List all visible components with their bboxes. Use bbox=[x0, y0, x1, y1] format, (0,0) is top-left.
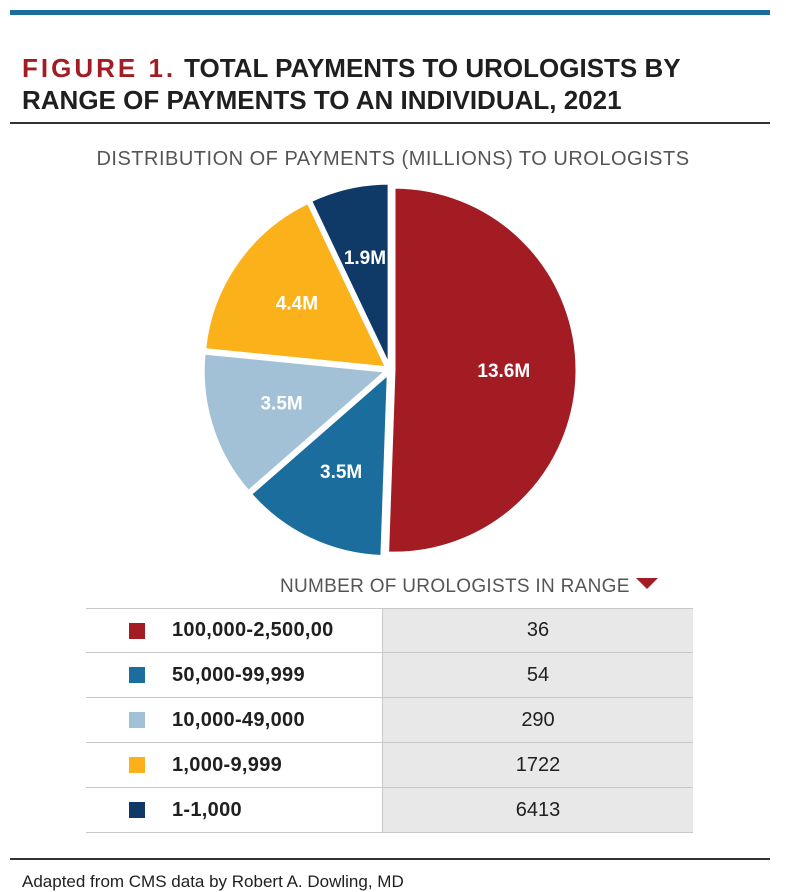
triangle-down-icon bbox=[635, 578, 658, 589]
pie-slice bbox=[386, 185, 579, 555]
count-cell: 36 bbox=[383, 609, 693, 652]
pie-slice bbox=[202, 200, 390, 370]
range-label: 10,000-49,000 bbox=[172, 708, 305, 731]
title-divider bbox=[10, 122, 770, 124]
count-cell: 6413 bbox=[383, 788, 693, 832]
legend-swatch bbox=[129, 802, 145, 818]
footer-divider bbox=[10, 858, 770, 860]
range-cell: 10,000-49,000 bbox=[86, 698, 383, 742]
pie-slice-label: 13.6M bbox=[477, 361, 530, 382]
pie-chart: 13.6M 3.5M 3.5M 4.4M 1.9M bbox=[201, 181, 579, 559]
pie-slice bbox=[201, 351, 390, 494]
table-header: NUMBER OF UROLOGISTS IN RANGE bbox=[280, 576, 680, 598]
figure-title: FIGURE 1. TOTAL PAYMENTS TO UROLOGISTS BY… bbox=[22, 52, 762, 116]
range-label: 1-1,000 bbox=[172, 798, 242, 821]
figure-label: FIGURE 1. bbox=[22, 53, 177, 83]
pie-slice bbox=[308, 181, 391, 367]
table-row: 1,000-9,999 1722 bbox=[86, 743, 693, 788]
count-cell: 54 bbox=[383, 653, 693, 697]
table-row: 50,000-99,999 54 bbox=[86, 653, 693, 698]
source-note: Adapted from CMS data by Robert A. Dowli… bbox=[22, 872, 404, 891]
legend-swatch bbox=[129, 667, 145, 683]
range-cell: 1-1,000 bbox=[86, 788, 383, 832]
legend-swatch bbox=[129, 757, 145, 773]
table-row: 1-1,000 6413 bbox=[86, 788, 693, 833]
pie-slice bbox=[248, 370, 390, 559]
legend-table: 100,000-2,500,00 36 50,000-99,999 54 10,… bbox=[86, 608, 693, 833]
pie-slice-label: 3.5M bbox=[260, 394, 302, 415]
range-cell: 50,000-99,999 bbox=[86, 653, 383, 697]
legend-swatch bbox=[129, 712, 145, 728]
table-row: 10,000-49,000 290 bbox=[86, 698, 693, 743]
pie-slice-label: 3.5M bbox=[320, 462, 362, 483]
table-row: 100,000-2,500,00 36 bbox=[86, 608, 693, 653]
figure-title-text: TOTAL PAYMENTS TO UROLOGISTS BY RANGE OF… bbox=[22, 53, 681, 115]
pie-slice-label: 4.4M bbox=[276, 294, 318, 315]
count-cell: 1722 bbox=[383, 743, 693, 787]
range-label: 50,000-99,999 bbox=[172, 663, 305, 686]
legend-swatch bbox=[129, 622, 145, 639]
range-cell: 1,000-9,999 bbox=[86, 743, 383, 787]
pie-slice-label: 1.9M bbox=[344, 248, 386, 269]
range-cell: 100,000-2,500,00 bbox=[86, 609, 383, 652]
chart-title: DISTRIBUTION OF PAYMENTS (MILLIONS) TO U… bbox=[96, 148, 690, 170]
table-header-text: NUMBER OF UROLOGISTS IN RANGE bbox=[280, 576, 630, 597]
range-label: 1,000-9,999 bbox=[172, 753, 283, 776]
top-accent-bar bbox=[10, 10, 770, 15]
count-cell: 290 bbox=[383, 698, 693, 742]
range-label: 100,000-2,500,00 bbox=[172, 619, 334, 641]
